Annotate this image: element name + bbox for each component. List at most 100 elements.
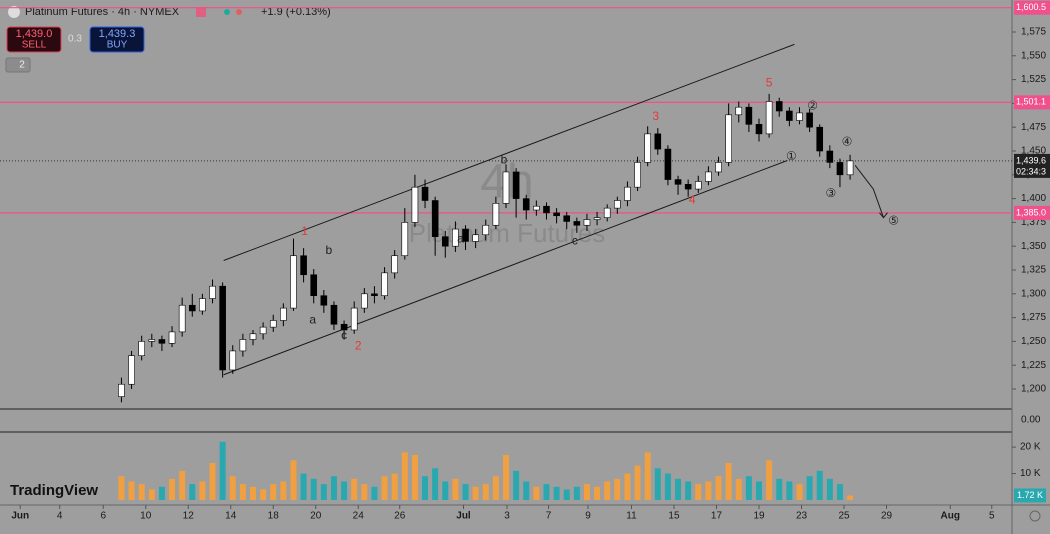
logo: TradingView [10,482,98,499]
candle-body [512,171,520,199]
candle-body [624,186,631,201]
volume-bar [158,486,165,500]
candle-body [472,234,479,242]
volume-bar [695,484,702,500]
volume-bar [219,441,226,500]
volume-bar [300,473,307,500]
sell-price: 1,439.0 [16,28,53,40]
volume-bar [452,478,459,500]
y-tick-label: 1,375 [1021,217,1046,228]
last-price-label: 1,439.6 [1016,155,1046,165]
volume-bar [594,486,601,500]
candle-body [229,350,237,371]
x-tick-label: 23 [796,511,808,522]
candle-body [745,106,753,125]
wave-label: 2 [355,338,362,352]
volume-bar [836,484,843,500]
candle-body [320,295,328,306]
y-tick-label: 1,475 [1021,122,1046,133]
volume-bar [462,484,469,500]
y-tick-label: 1,300 [1021,288,1046,299]
x-tick-label: 14 [225,511,237,522]
candle-body [249,333,257,340]
x-tick-label: 11 [626,511,637,522]
candle-body [330,304,338,325]
x-tick-label: 29 [881,511,893,522]
candle-body [836,162,844,176]
symbol[interactable]: Platinum Futures · 4h · NYMEX [25,6,180,18]
candle-body [715,162,722,173]
y-tick-label: 1,225 [1021,360,1046,371]
volume-bar [826,478,833,500]
x-tick-label: Jul [456,511,471,522]
volume-bar [503,455,509,500]
candle-body [128,355,135,385]
volume-bar [806,476,813,500]
buy-button[interactable] [89,26,145,53]
volume-bar [685,481,692,500]
volume-last-label: 1.72 K [1017,490,1043,500]
candle-body [755,124,763,135]
candle-body [654,133,662,150]
buy-price: 1,439.3 [99,28,136,40]
volume-bar [553,486,560,500]
candle-body [846,160,854,176]
candle-body [674,179,682,185]
layers-toggle[interactable] [5,57,31,73]
volume-bar [634,465,641,500]
candle-body [148,339,156,342]
volume-bar [432,468,439,500]
candle-body [381,272,388,297]
sell-button[interactable] [6,26,62,53]
wave-label: 5 [766,76,773,90]
volume-bar [513,470,520,500]
candle-body [593,217,601,220]
wave-label: a [457,232,464,246]
price-label: 1,600.5 [1016,2,1046,12]
volume-bar [533,486,540,500]
price-label: 1,385.0 [1016,207,1046,217]
y-tick-label: 1,575 [1021,27,1046,38]
volume-bar [391,473,398,500]
candle-body [340,323,348,331]
volume-bar [745,476,752,500]
x-tick-label: 12 [183,511,195,522]
candle-body [553,212,560,217]
candle-body [371,293,378,297]
x-tick-label: 9 [585,511,591,522]
candle-body [138,341,145,356]
candle-body [158,339,166,344]
volume-bar [209,462,216,500]
candle-body [209,285,216,299]
candle-body [269,320,277,328]
candle-body [775,101,783,112]
wave-label: b [326,243,333,257]
x-tick-label: 20 [310,511,322,522]
projection-path [854,164,884,218]
wave-label: a [309,313,316,327]
volume-bar [148,489,155,500]
layers-count: 2 [19,60,25,71]
wave-label: ① [786,149,797,163]
candle-body [411,186,419,223]
volume-bar [351,478,358,500]
wave-label: c [341,328,347,342]
candle-body [178,304,186,333]
candle-body [583,219,591,226]
volume-bar [614,478,621,500]
volume-bar [472,486,479,500]
candle-body [614,200,621,209]
candle-body [441,236,449,247]
x-tick-label: 10 [140,511,152,522]
volume-bar [310,478,317,500]
volume-bar [371,486,378,500]
y-tick-label: 1,450 [1021,146,1046,157]
y-tick-label: 1,550 [1021,50,1046,61]
settings-icon[interactable] [1029,510,1041,522]
x-tick-label: Aug [941,511,960,522]
x-tick-label: 3 [504,511,510,522]
volume-bar [644,452,651,500]
